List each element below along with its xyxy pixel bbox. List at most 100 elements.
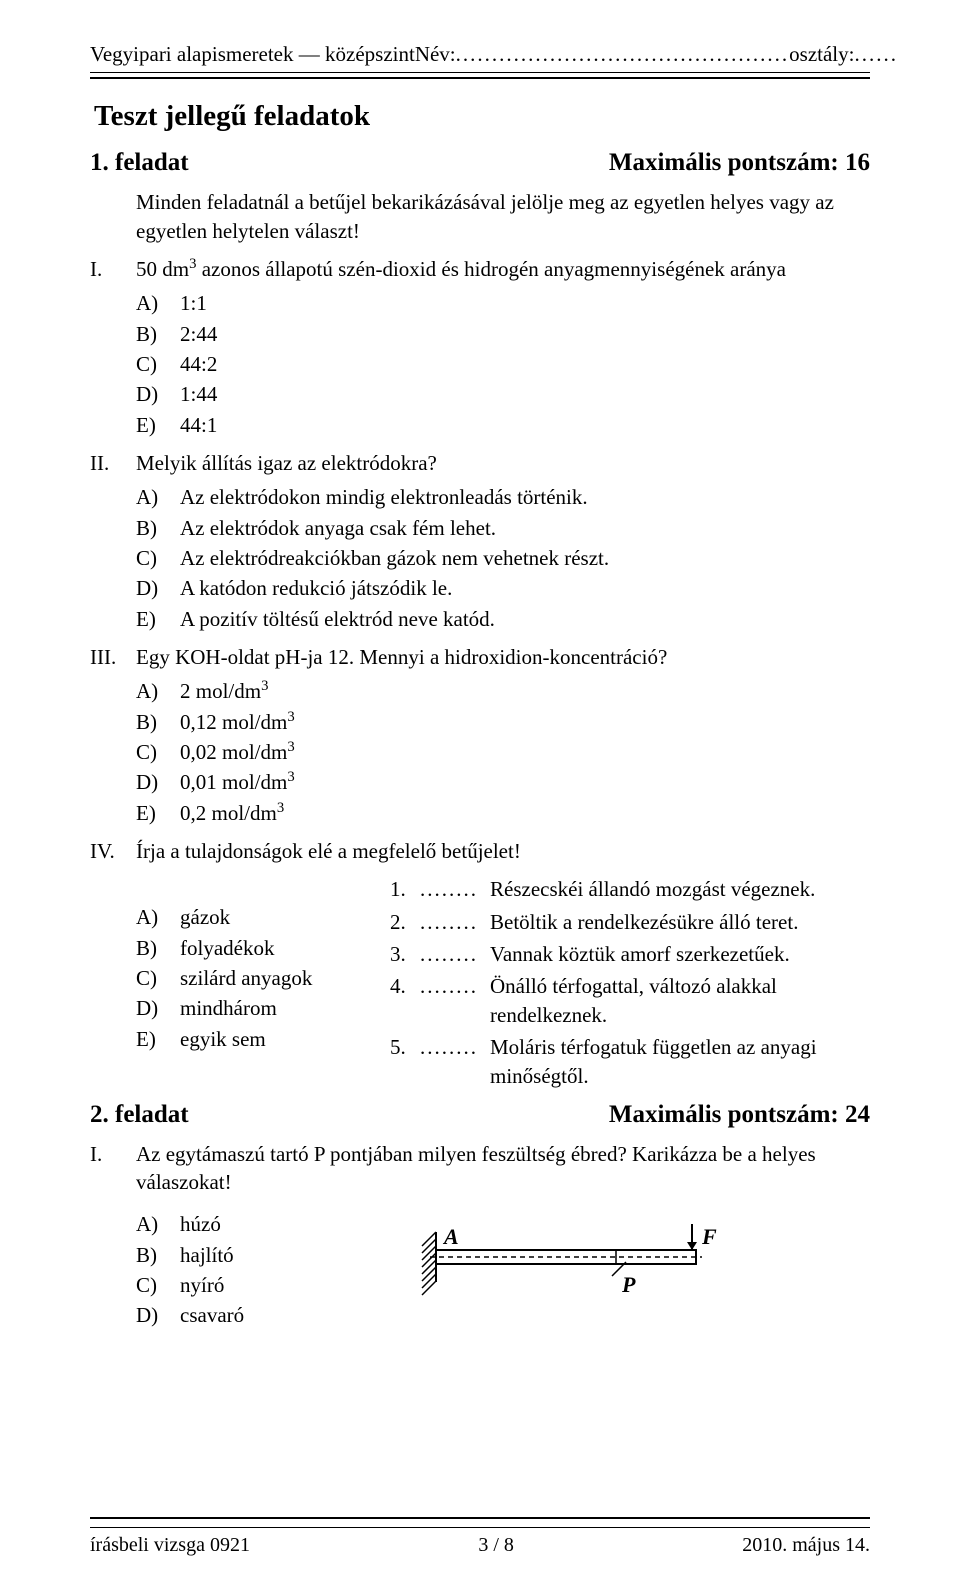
t2q1-text: Az egytámaszú tartó P pontjában milyen f… [136,1140,870,1197]
option-text: folyadékok [180,934,274,962]
q3-opt-d[interactable]: D)0,01 mol/dm3 [136,768,870,796]
match-blank: ........ [420,875,490,903]
option-text: Az elektródok anyaga csak fém lehet. [180,514,496,542]
option-text: mindhárom [180,994,277,1022]
option-text: 44:1 [180,411,217,439]
option-text: nyíró [180,1271,224,1299]
option-text: 2:44 [180,320,217,348]
option-text: 1:44 [180,380,217,408]
task1-heading: 1. feladat Maximális pontszám: 16 [90,146,870,180]
header-rule-thick [90,77,870,79]
option-letter: D) [136,574,180,602]
q1-opt-e[interactable]: E)44:1 [136,411,870,439]
option-letter: C) [136,1271,180,1299]
option-letter: B) [136,514,180,542]
match-text: Részecskéi állandó mozgást végeznek. [490,875,870,903]
q3-opt-b[interactable]: B)0,12 mol/dm3 [136,708,870,736]
option-letter: A) [136,677,180,705]
q4-number: IV. [90,837,136,865]
option-text: Az elektródreakciókban gázok nem vehetne… [180,544,609,572]
q2-opt-c[interactable]: C)Az elektródreakciókban gázok nem vehet… [136,544,870,572]
option-text: 44:2 [180,350,217,378]
q2-row: II. Melyik állítás igaz az elektródokra? [90,449,870,477]
task1-number: 1. feladat [90,146,189,180]
match-text: Betöltik a rendelkezésükre álló teret. [490,908,870,936]
option-letter: A) [136,289,180,317]
q4-right-2[interactable]: 2.........Betöltik a rendelkezésükre áll… [390,908,870,936]
option-letter: C) [136,350,180,378]
option-letter: B) [136,934,180,962]
option-letter: D) [136,994,180,1022]
match-number: 1. [390,875,420,903]
option-letter: A) [136,483,180,511]
header-class-dots: ...... [854,40,898,68]
q4-left-c: C)szilárd anyagok [136,964,390,992]
option-text: csavaró [180,1301,244,1329]
q3-number: III. [90,643,136,671]
q1-opt-b[interactable]: B)2:44 [136,320,870,348]
header-name-dots: ........................................… [456,40,790,68]
option-text: A katódon redukció játszódik le. [180,574,452,602]
match-blank: ........ [420,972,490,1000]
option-text: 0,01 mol/dm3 [180,768,295,796]
option-text: gázok [180,903,230,931]
option-letter: C) [136,964,180,992]
t2q1-options: A)húzó B)hajlító C)nyíró D)csavaró [136,1208,396,1331]
match-blank: ........ [420,908,490,936]
svg-text:A: A [442,1224,459,1249]
q4-right-1[interactable]: 1.........Részecskéi állandó mozgást vég… [390,875,870,903]
q4-left-b: B)folyadékok [136,934,390,962]
q3-opt-e[interactable]: E)0,2 mol/dm3 [136,799,870,827]
q4-right-4[interactable]: 4.........Önálló térfogattal, változó al… [390,972,870,1029]
q3-opt-c[interactable]: C)0,02 mol/dm3 [136,738,870,766]
q1-opt-c[interactable]: C)44:2 [136,350,870,378]
q1-opt-d[interactable]: D)1:44 [136,380,870,408]
t2q1-opt-c[interactable]: C)nyíró [136,1271,396,1299]
t2q1-opt-d[interactable]: D)csavaró [136,1301,396,1329]
task1-instruction: Minden feladatnál a betűjel bekarikázásá… [136,188,870,245]
option-text: szilárd anyagok [180,964,312,992]
page-header: Vegyipari alapismeretek — középszint Név… [90,40,870,68]
t2q1-opt-a[interactable]: A)húzó [136,1210,396,1238]
q4-text: Írja a tulajdonságok elé a megfelelő bet… [136,837,521,865]
q2-opt-a[interactable]: A)Az elektródokon mindig elektronleadás … [136,483,870,511]
q3-row: III. Egy KOH-oldat pH-ja 12. Mennyi a hi… [90,643,870,671]
option-letter: A) [136,903,180,931]
q4-left-e: E)egyik sem [136,1025,390,1053]
option-letter: E) [136,799,180,827]
t2q1-opt-b[interactable]: B)hajlító [136,1241,396,1269]
t2q1-row: I. Az egytámaszú tartó P pontjában milye… [90,1140,870,1197]
match-text: Önálló térfogattal, változó alakkal rend… [490,972,870,1029]
match-number: 5. [390,1033,420,1061]
q4-left-d: D)mindhárom [136,994,390,1022]
footer-rule-thin [90,1527,870,1528]
q2-opt-e[interactable]: E)A pozitív töltésű elektród neve katód. [136,605,870,633]
q2-opt-b[interactable]: B)Az elektródok anyaga csak fém lehet. [136,514,870,542]
option-letter: B) [136,1241,180,1269]
q2-text: Melyik állítás igaz az elektródokra? [136,449,437,477]
option-letter: E) [136,605,180,633]
task2-number: 2. feladat [90,1098,189,1132]
option-letter: D) [136,768,180,796]
option-text: húzó [180,1210,221,1238]
option-text: 2 mol/dm3 [180,677,268,705]
task1-max: Maximális pontszám: 16 [609,146,870,180]
q4-right-3[interactable]: 3.........Vannak köztük amorf szerkezetű… [390,940,870,968]
page-footer: írásbeli vizsga 0921 3 / 8 2010. május 1… [90,1509,870,1559]
option-letter: A) [136,1210,180,1238]
footer-center: 3 / 8 [478,1532,514,1559]
header-class-label: osztály: [789,40,854,68]
svg-text:P: P [621,1272,636,1297]
q4-right-5[interactable]: 5.........Moláris térfogatuk független a… [390,1033,870,1090]
q2-opt-d[interactable]: D)A katódon redukció játszódik le. [136,574,870,602]
t2q1-body: A)húzó B)hajlító C)nyíró D)csavaró AFP [90,1208,870,1331]
task2-max: Maximális pontszám: 24 [609,1098,870,1132]
footer-left: írásbeli vizsga 0921 [90,1532,250,1559]
option-letter: E) [136,411,180,439]
footer-right: 2010. május 14. [742,1532,870,1559]
option-letter: E) [136,1025,180,1053]
q3-opt-a[interactable]: A)2 mol/dm3 [136,677,870,705]
option-text: A pozitív töltésű elektród neve katód. [180,605,495,633]
q1-opt-a[interactable]: A)1:1 [136,289,870,317]
match-text: Vannak köztük amorf szerkezetűek. [490,940,870,968]
